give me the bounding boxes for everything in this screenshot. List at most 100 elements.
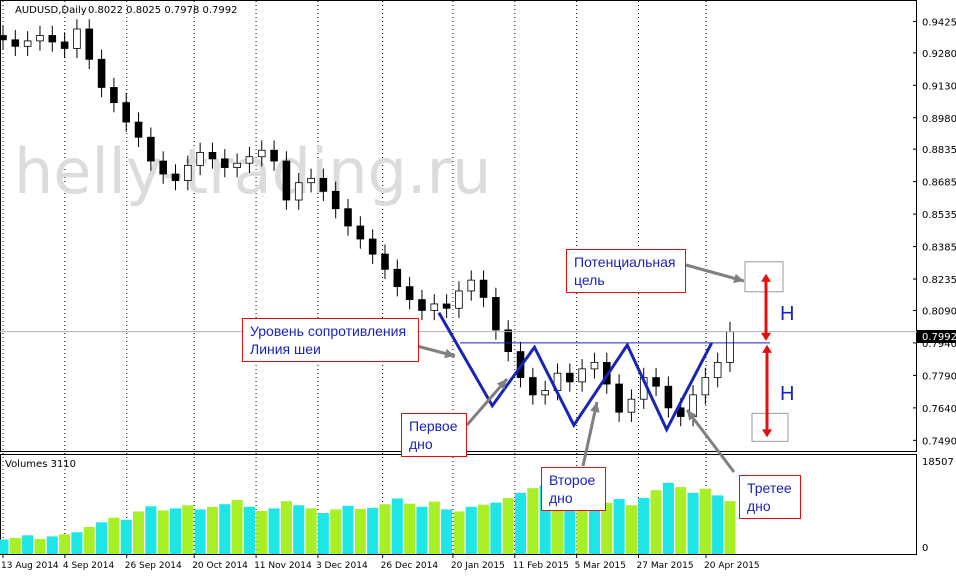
candle-body <box>430 303 439 311</box>
volume-bar <box>539 485 551 554</box>
price-axis-label: 0.7640 <box>922 404 956 415</box>
volume-bar <box>96 522 108 554</box>
price-axis-label: 0.7790 <box>922 371 956 382</box>
price-axis-label: 0.8980 <box>922 114 956 125</box>
time-axis-label: 20 Jan 2015 <box>451 561 505 571</box>
volume-bar <box>46 536 58 554</box>
volume-bar <box>687 492 699 554</box>
volume-bar <box>465 506 477 554</box>
candle-body <box>97 58 106 88</box>
volume-bar <box>699 488 711 554</box>
volume-bar <box>601 502 613 554</box>
volume-bar <box>675 487 687 554</box>
candle-body <box>11 39 20 47</box>
volume-bar <box>231 500 243 554</box>
time-axis-label: 27 Mar 2015 <box>637 561 694 571</box>
price-axis-label: 0.8235 <box>922 275 956 286</box>
target-zone-box <box>744 261 784 293</box>
volume-bar <box>194 509 206 554</box>
candle-body <box>393 268 402 288</box>
candle-body <box>270 149 278 162</box>
volume-bar <box>490 502 502 554</box>
volume-axis-bottom: 0 <box>922 543 928 554</box>
volume-bar <box>527 488 539 554</box>
candle-body <box>492 297 500 331</box>
candle-body <box>504 329 512 352</box>
candle-body <box>455 290 463 309</box>
current-price-box <box>917 330 956 343</box>
volume-bar <box>367 507 379 554</box>
volume-bar <box>280 501 292 554</box>
candle-body <box>85 28 94 60</box>
watermark: helly-trading.ru <box>14 135 491 208</box>
volume-bar <box>305 508 317 554</box>
price-axis-label: 0.8685 <box>922 178 956 189</box>
volume-bar <box>268 508 280 554</box>
volume-bar <box>317 513 329 554</box>
volume-bar <box>638 497 650 554</box>
third-bottom-callout: Третее дно <box>739 475 801 519</box>
candle-body <box>48 35 57 43</box>
candle-body <box>467 279 476 292</box>
candle-body <box>196 151 204 166</box>
candle-body <box>627 398 636 413</box>
candle-body <box>208 151 217 160</box>
volume-bar <box>342 505 354 554</box>
volume-bar <box>724 501 736 554</box>
volume-bar <box>404 503 416 554</box>
volume-bar <box>416 506 428 554</box>
volume-bar <box>441 509 453 554</box>
time-axis-label: 20 Oct 2014 <box>192 561 248 571</box>
height-marker-lower: H <box>780 383 795 405</box>
candle-body <box>36 35 44 42</box>
volume-bar <box>71 532 83 554</box>
volume-bar <box>83 527 95 554</box>
volume-bar <box>391 498 403 554</box>
candle-body <box>122 102 131 123</box>
lower-zone-box <box>751 412 789 442</box>
candle-body <box>566 372 574 383</box>
volume-bar <box>379 504 391 554</box>
candle-body <box>171 173 180 181</box>
candle-body <box>652 377 660 387</box>
volume-bar <box>182 505 194 554</box>
candle-body <box>257 149 266 158</box>
resistance-callout: Уровень сопротивления Линия шеи <box>242 318 419 362</box>
height-arrow-upper <box>761 273 771 341</box>
second-bottom-pointer <box>581 401 600 467</box>
time-axis-label: 5 Mar 2015 <box>575 561 626 571</box>
candle-body <box>541 390 549 396</box>
first-bottom-callout: Первое дно <box>401 413 467 457</box>
chart-symbol: AUDUSD,Daily <box>15 5 87 16</box>
candle-body <box>0 35 7 41</box>
candle-body <box>221 158 229 168</box>
volume-bar <box>502 497 514 554</box>
candle-body <box>60 41 69 49</box>
volume-bar <box>564 488 576 554</box>
price-axis-label: 0.8385 <box>922 243 956 254</box>
candle-body <box>578 368 586 383</box>
third-bottom-pointer <box>685 409 736 473</box>
time-axis-label: 26 Dec 2014 <box>381 561 439 571</box>
volume-bar <box>108 517 120 554</box>
candle-body <box>331 190 340 210</box>
volume-bar <box>59 534 71 554</box>
target-pointer <box>685 263 745 283</box>
candle-body <box>307 177 315 184</box>
triple-bottom-pattern <box>437 311 713 433</box>
candle-body <box>344 208 352 227</box>
candle-body <box>73 28 81 49</box>
resistance-pointer <box>412 343 456 359</box>
volume-bar <box>132 511 145 554</box>
candle-body <box>23 40 32 47</box>
price-axis-label: 0.9280 <box>922 49 956 60</box>
time-axis-label: 4 Sep 2014 <box>63 561 115 571</box>
candle-body <box>233 162 241 168</box>
volume-bar <box>478 504 490 554</box>
candle-body <box>701 377 710 396</box>
chart-ohlc: 0.8022 0.8025 0.7978 0.7992 <box>88 5 238 16</box>
candle-body <box>368 238 377 255</box>
volume-bar <box>256 510 268 554</box>
